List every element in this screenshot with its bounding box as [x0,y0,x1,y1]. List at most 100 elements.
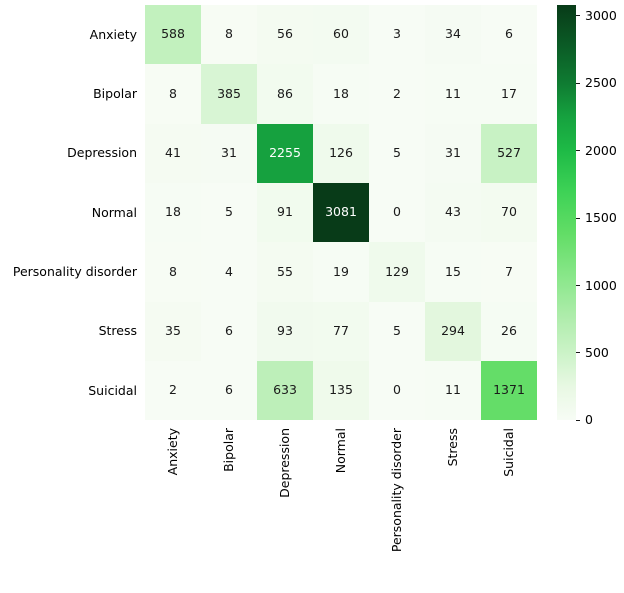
y-axis-label-depression: Depression [67,145,137,161]
heatmap-cell-suicidal-depression: 633 [257,361,313,421]
x-axis-label-personality-disorder: Personality disorder [389,428,404,553]
colorbar-tick-label: 2500 [585,75,617,91]
heatmap-cell-bipolar-stress: 11 [425,64,481,124]
heatmap-cell-depression-normal: 126 [313,123,369,184]
cell-value: 3 [393,26,401,42]
y-axis-label-suicidal: Suicidal [88,382,137,398]
x-axis-label-suicidal: Suicidal [501,428,516,478]
colorbar-tick [576,15,580,17]
cell-value: 4 [225,263,233,279]
heatmap-cell-normal-normal: 3081 [313,183,369,243]
colorbar-tick [576,150,580,152]
heatmap-cell-depression-anxiety: 41 [145,123,201,184]
heatmap-cell-personality-disorder-bipolar: 4 [201,242,257,302]
heatmap-cell-suicidal-stress: 11 [425,361,481,421]
heatmap-cell-personality-disorder-anxiety: 8 [145,242,201,302]
heatmap-cell-personality-disorder-normal: 19 [313,242,369,302]
heatmap-grid: 588 8 56 60 3 34 6 8 385 86 18 2 11 17 41 31 2255 126 5 31 5… [145,5,537,421]
heatmap-cell-anxiety-normal: 60 [313,5,369,65]
cell-value: 385 [217,85,241,101]
cell-value: 0 [393,204,401,220]
cell-value: 19 [333,263,349,279]
heatmap-cell-stress-personality-disorder: 5 [369,301,425,362]
cell-value: 294 [441,323,465,339]
heatmap-cell-anxiety-stress: 34 [425,5,481,65]
cell-value: 0 [393,382,401,398]
cell-value: 2 [393,85,401,101]
heatmap-cell-anxiety-bipolar: 8 [201,5,257,65]
heatmap-cell-normal-personality-disorder: 0 [369,183,425,243]
heatmap-cell-stress-suicidal: 26 [481,301,537,362]
cell-value: 26 [501,323,517,339]
cell-value: 35 [165,323,181,339]
cell-value: 11 [445,85,461,101]
heatmap-cell-bipolar-personality-disorder: 2 [369,64,425,124]
colorbar-tick [576,352,580,354]
x-axis-label-stress: Stress [445,428,460,467]
x-axis-label-depression: Depression [277,428,292,499]
cell-value: 31 [445,145,461,161]
y-axis-label-personality-disorder: Personality disorder [12,264,137,280]
cell-value: 633 [273,382,297,398]
heatmap-cell-suicidal-anxiety: 2 [145,361,201,421]
cell-value: 8 [169,85,177,101]
heatmap-cell-normal-anxiety: 18 [145,183,201,243]
heatmap-cell-stress-bipolar: 6 [201,301,257,362]
colorbar-tick-label: 500 [585,344,609,360]
cell-value: 6 [505,26,513,42]
cell-value: 126 [329,145,353,161]
cell-value: 15 [445,263,461,279]
heatmap-cell-depression-personality-disorder: 5 [369,123,425,184]
cell-value: 527 [497,145,521,161]
heatmap-cell-bipolar-anxiety: 8 [145,64,201,124]
cell-value: 17 [501,85,517,101]
heatmap-cell-normal-stress: 43 [425,183,481,243]
heatmap-cell-normal-depression: 91 [257,183,313,243]
heatmap-cell-suicidal-normal: 135 [313,361,369,421]
y-axis-label-stress: Stress [98,323,137,339]
heatmap-cell-suicidal-suicidal: 1371 [481,361,537,421]
cell-value: 55 [277,263,293,279]
cell-value: 6 [225,382,233,398]
heatmap-cell-anxiety-depression: 56 [257,5,313,65]
colorbar-gradient [557,5,576,421]
colorbar-tick [576,82,580,84]
y-axis-label-normal: Normal [91,204,137,220]
heatmap-cell-depression-depression: 2255 [257,123,313,184]
colorbar-tick [576,419,580,421]
heatmap-cell-depression-suicidal: 527 [481,123,537,184]
x-axis-label-anxiety: Anxiety [165,428,180,476]
heatmap-cell-suicidal-personality-disorder: 0 [369,361,425,421]
colorbar-tick-label: 1000 [585,277,617,293]
heatmap-cell-stress-depression: 93 [257,301,313,362]
x-axis-label-normal: Normal [333,428,348,474]
cell-value: 93 [277,323,293,339]
colorbar-tick-label: 2000 [585,142,617,158]
cell-value: 5 [393,145,401,161]
colorbar-tick-label: 1500 [585,210,617,226]
heatmap-cell-bipolar-normal: 18 [313,64,369,124]
heatmap-cell-suicidal-bipolar: 6 [201,361,257,421]
cell-value: 129 [385,263,409,279]
heatmap-cell-anxiety-personality-disorder: 3 [369,5,425,65]
cell-value: 1371 [493,382,525,398]
heatmap-cell-bipolar-suicidal: 17 [481,64,537,124]
heatmap-cell-anxiety-anxiety: 588 [145,5,201,65]
cell-value: 3081 [325,204,357,220]
cell-value: 86 [277,85,293,101]
cell-value: 8 [225,26,233,42]
cell-value: 60 [333,26,349,42]
cell-value: 18 [165,204,181,220]
cell-value: 588 [161,26,185,42]
y-axis-label-bipolar: Bipolar [93,86,137,101]
cell-value: 91 [277,204,293,220]
cell-value: 2255 [269,145,301,161]
cell-value: 8 [169,263,177,279]
heatmap-cell-anxiety-suicidal: 6 [481,5,537,65]
heatmap-cell-bipolar-bipolar: 385 [201,64,257,124]
cell-value: 135 [329,382,353,398]
heatmap-cell-stress-anxiety: 35 [145,301,201,362]
cell-value: 41 [165,145,181,161]
heatmap-cell-normal-bipolar: 5 [201,183,257,243]
